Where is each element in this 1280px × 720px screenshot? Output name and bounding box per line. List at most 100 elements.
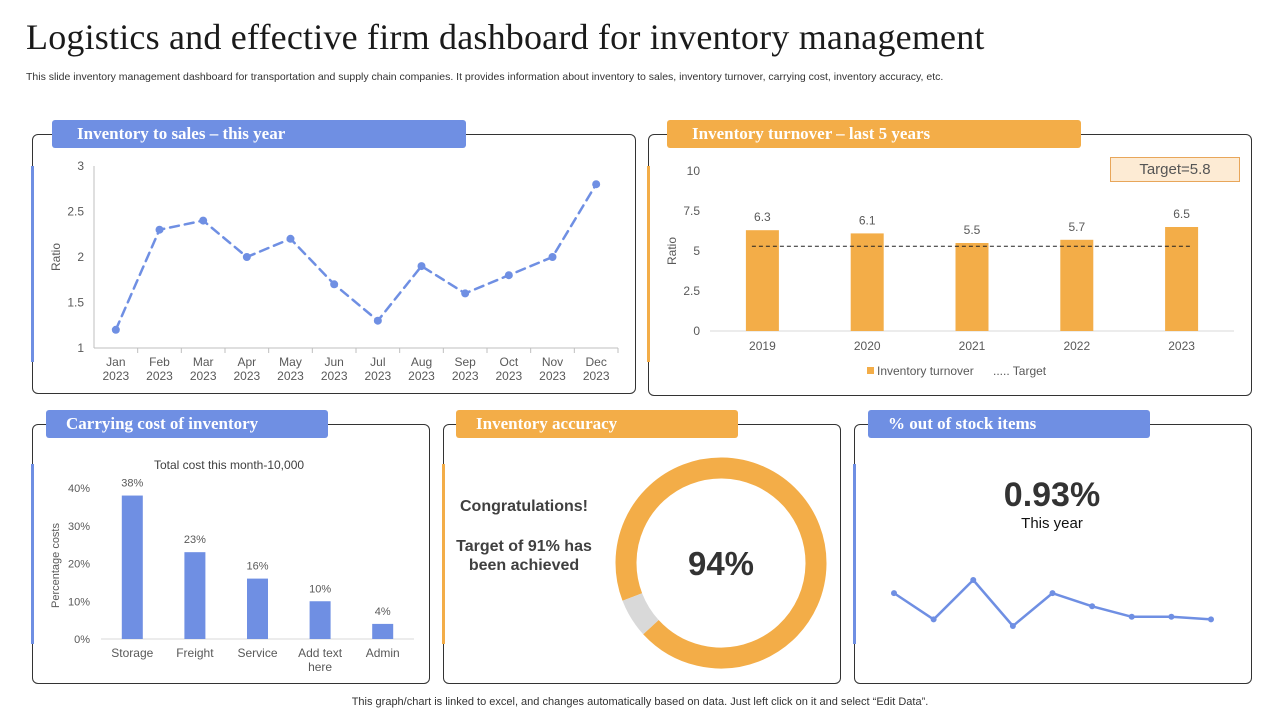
- donut-center-label: 94%: [688, 545, 754, 582]
- carrying-cost-header: Carrying cost of inventory: [46, 410, 328, 438]
- out-of-stock-point: [970, 577, 977, 583]
- turnover-data-label: 6.1: [859, 213, 876, 227]
- legend-label-turnover: Inventory turnover: [877, 364, 974, 378]
- inventory-sales-point: [286, 234, 295, 243]
- inventory-sales-point: [417, 262, 426, 271]
- out-of-stock-point: [1009, 623, 1016, 629]
- y-tick-label: 40%: [68, 483, 90, 495]
- carrying-cost-bar: [247, 578, 268, 639]
- inventory-sales-point: [155, 225, 164, 234]
- carrying-cost-bar: [372, 623, 394, 639]
- x-tick-label-month: Dec: [585, 355, 606, 369]
- x-tick-label: Freight: [176, 646, 214, 660]
- footer-note: This graph/chart is linked to excel, and…: [351, 696, 929, 708]
- y-axis-title: Percentage costs: [50, 523, 62, 608]
- y-tick-label: 10: [687, 164, 701, 178]
- y-axis-title: Ratio: [49, 243, 63, 271]
- turnover-data-label: 6.5: [1173, 207, 1190, 221]
- x-tick-label-year: 2023: [408, 369, 435, 383]
- out-of-stock-point: [1128, 613, 1135, 620]
- y-tick-label: 30%: [68, 521, 90, 533]
- out-of-stock-period: This year: [1021, 515, 1083, 532]
- y-tick-label: 2.5: [683, 284, 700, 298]
- y-tick-label: 2.5: [67, 205, 84, 219]
- y-tick-label: 1: [77, 341, 84, 355]
- x-tick-label-year: 2023: [583, 369, 610, 383]
- x-tick-label: 2021: [959, 339, 986, 353]
- x-tick-label: here: [308, 660, 332, 674]
- x-tick-label: 2019: [749, 339, 776, 353]
- carrying-data-label: 23%: [184, 534, 206, 546]
- page-title: Logistics and effective firm dashboard f…: [26, 17, 985, 57]
- x-tick-label: 2023: [1168, 339, 1195, 353]
- target-achieved-text: Target of 91% has been achieved: [456, 538, 592, 574]
- x-tick-label-month: May: [279, 355, 302, 369]
- x-tick-label-month: Feb: [149, 355, 170, 369]
- x-tick-label-month: Sep: [454, 355, 476, 369]
- out-of-stock-point: [1049, 590, 1056, 597]
- y-tick-label: 1.5: [67, 296, 84, 310]
- y-tick-label: 2: [77, 250, 84, 264]
- inventory-turnover-header: Inventory turnover – last 5 years: [667, 120, 1081, 148]
- inventory-accuracy-accent: [442, 464, 445, 644]
- inventory-sales-series-line: [114, 182, 598, 332]
- carrying-cost-bar: [309, 601, 331, 639]
- out-of-stock-point: [1168, 613, 1175, 620]
- inventory-sales-point: [504, 271, 513, 280]
- carrying-chart-title: Total cost this month-10,000: [154, 458, 304, 472]
- turnover-bar: [1060, 239, 1094, 331]
- turnover-bar: [955, 243, 989, 331]
- out-of-stock-accent: [853, 464, 856, 644]
- x-tick-label: Storage: [111, 646, 153, 660]
- turnover-bar: [1165, 227, 1199, 331]
- inventory-sales-point: [373, 316, 382, 325]
- carrying-data-label: 16%: [246, 561, 268, 573]
- y-tick-label: 5: [693, 244, 700, 258]
- out-of-stock-point: [930, 616, 937, 623]
- x-tick-label: 2022: [1063, 339, 1090, 353]
- x-tick-label-year: 2023: [452, 369, 479, 383]
- x-tick-label-month: Jul: [370, 355, 385, 369]
- x-tick-label-year: 2023: [190, 369, 217, 383]
- congratulations-text: Congratulations!: [460, 498, 588, 515]
- y-tick-label: 0: [693, 324, 700, 338]
- carrying-cost-panel: [32, 424, 430, 684]
- turnover-data-label: 5.5: [964, 223, 981, 237]
- y-tick-label: 10%: [68, 596, 90, 608]
- out-of-stock-series-line: [893, 578, 1212, 628]
- y-tick-label: 3: [77, 159, 84, 173]
- donut-slice-remaining: [615, 457, 827, 669]
- out-of-stock-panel: [854, 424, 1252, 684]
- inventory-sales-point: [330, 280, 339, 289]
- x-tick-label-year: 2023: [233, 369, 260, 383]
- x-tick-label-month: Nov: [542, 355, 563, 369]
- out-of-stock-point: [1208, 616, 1214, 623]
- x-tick-label-year: 2023: [364, 369, 391, 383]
- x-tick-label-month: Apr: [237, 355, 256, 369]
- y-tick-label: 7.5: [683, 204, 700, 218]
- inventory-sales-point: [199, 216, 208, 225]
- legend-marker-turnover: [867, 367, 874, 374]
- x-tick-label-year: 2023: [102, 369, 129, 383]
- carrying-data-label: 4%: [375, 606, 391, 618]
- out-of-stock-header: % out of stock items: [868, 410, 1150, 438]
- y-tick-label: 20%: [68, 559, 90, 571]
- x-tick-label-year: 2023: [321, 369, 348, 383]
- out-of-stock-point: [891, 590, 897, 597]
- carrying-cost-bar: [184, 552, 206, 639]
- x-tick-label-month: Aug: [411, 355, 432, 369]
- x-tick-label-year: 2023: [146, 369, 173, 383]
- inventory-to-sales-accent: [31, 166, 34, 362]
- carrying-data-label: 38%: [121, 478, 143, 490]
- carrying-data-label: 10%: [309, 583, 331, 595]
- inventory-to-sales-header: Inventory to sales – this year: [52, 120, 466, 148]
- carrying-cost-accent: [31, 464, 34, 644]
- y-axis-title: Ratio: [665, 237, 679, 265]
- x-tick-label-month: Jan: [106, 355, 125, 369]
- turnover-data-label: 6.3: [754, 210, 771, 224]
